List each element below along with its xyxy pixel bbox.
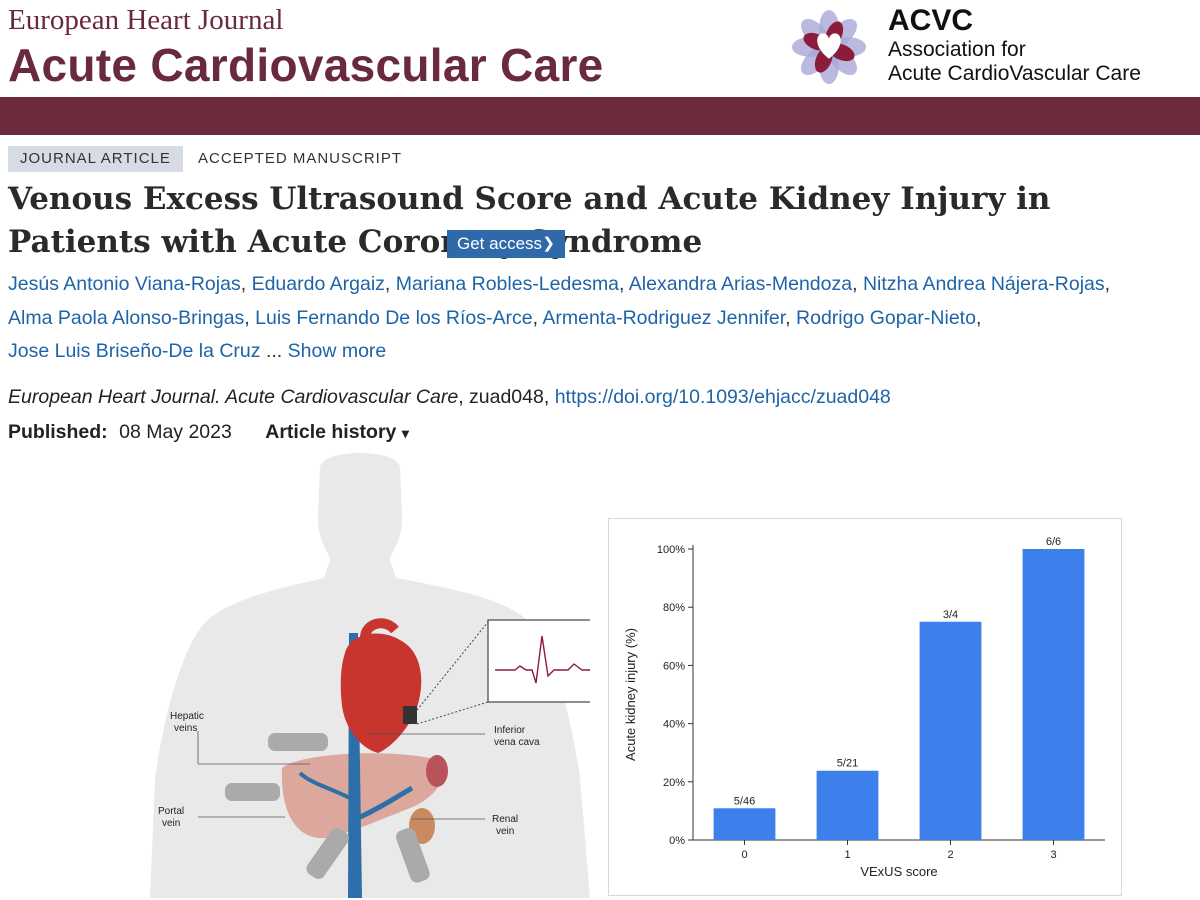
aki-chart-frame: 0% 20% 40% 60% 80% 100% 5/46 0 5/21 1 3/4 2 6/6 3 VExU… bbox=[608, 518, 1122, 896]
anatomy-illustration: Hepatic veins Portal vein Inferior vena … bbox=[150, 453, 590, 898]
renal-probe bbox=[396, 828, 430, 883]
aorta-vessel bbox=[360, 618, 399, 639]
caret-down-icon: ▾ bbox=[401, 425, 409, 441]
citation-journal: European Heart Journal. Acute Cardiovasc… bbox=[8, 386, 459, 408]
bar-data-label: 3/4 bbox=[943, 609, 958, 621]
chevron-right-icon: ❯ bbox=[542, 235, 555, 252]
get-access-label: Get access bbox=[457, 234, 543, 253]
author-link[interactable]: Rodrigo Gopar-Nieto bbox=[796, 306, 976, 329]
kidney-shape bbox=[426, 755, 448, 787]
portal-label-2: vein bbox=[162, 818, 180, 829]
author-link[interactable]: Alma Paola Alonso-Bringas bbox=[8, 306, 245, 329]
published-label: Published: bbox=[8, 421, 108, 443]
bar-data-label: 5/46 bbox=[734, 795, 755, 807]
article-type-tag: JOURNAL ARTICLE bbox=[8, 146, 183, 172]
article-title: Venous Excess Ultrasound Score and Acute… bbox=[8, 178, 1198, 264]
portal-vein-vessel bbox=[298, 771, 351, 800]
renal-vein-vessel bbox=[356, 785, 414, 821]
manuscript-status-tag: ACCEPTED MANUSCRIPT bbox=[198, 150, 403, 167]
journal-header: European Heart Journal Acute Cardiovascu… bbox=[0, 0, 1200, 98]
author-link[interactable]: Alexandra Arias-Mendoza bbox=[628, 273, 853, 295]
portal-probe bbox=[225, 783, 280, 801]
citation-id: , zuad048, bbox=[458, 386, 555, 408]
article-history-label: Article history bbox=[265, 421, 397, 443]
hepatic-label-2: veins bbox=[174, 723, 197, 734]
association-name-line2: Acute CardioVascular Care bbox=[888, 62, 1141, 85]
y-tick-label: 0% bbox=[669, 835, 685, 847]
y-tick-label: 40% bbox=[663, 719, 685, 731]
y-tick-label: 100% bbox=[657, 544, 685, 556]
bar bbox=[1022, 549, 1085, 840]
y-tick-label: 80% bbox=[663, 602, 685, 614]
portal-label-1: Portal bbox=[158, 806, 184, 817]
get-access-button[interactable]: Get access ❯ bbox=[447, 230, 565, 258]
ecg-trace bbox=[495, 635, 590, 684]
author-ellipsis: ... bbox=[265, 340, 283, 362]
article-history-toggle[interactable]: Article history ▾ bbox=[265, 421, 409, 443]
author-link[interactable]: Nitzha Andrea Nájera-Rojas bbox=[862, 273, 1105, 295]
x-tick-label: 1 bbox=[844, 849, 850, 861]
ivc-probe bbox=[306, 827, 349, 879]
aki-bar-chart: 0% 20% 40% 60% 80% 100% 5/46 0 5/21 1 3/4 2 6/6 3 VExU… bbox=[623, 536, 1105, 879]
author-link[interactable]: Jesús Antonio Viana-Rojas bbox=[8, 273, 241, 295]
heart-probe-marker bbox=[403, 706, 417, 724]
author-link[interactable]: Armenta-Rodriguez Jennifer bbox=[542, 306, 786, 329]
show-more-link[interactable]: Show more bbox=[287, 340, 387, 362]
x-axis-title: VExUS score bbox=[860, 864, 937, 879]
author-link[interactable]: Luis Fernando De los Ríos-Arce bbox=[255, 306, 533, 329]
renal-label-1: Renal bbox=[492, 814, 518, 825]
bar bbox=[816, 770, 879, 840]
x-tick-label: 3 bbox=[1050, 849, 1056, 861]
y-axis-title: Acute kidney injury (%) bbox=[623, 628, 638, 761]
citation-line: European Heart Journal. Acute Cardiovasc… bbox=[8, 386, 891, 409]
journal-subtitle[interactable]: Acute Cardiovascular Care bbox=[8, 39, 604, 91]
bar-data-label: 5/21 bbox=[837, 758, 858, 770]
x-tick-label: 2 bbox=[947, 849, 953, 861]
heart-shape bbox=[340, 633, 422, 753]
published-row: Published: 08 May 2023 Article history ▾ bbox=[8, 421, 409, 444]
y-tick-label: 60% bbox=[663, 660, 685, 672]
bar bbox=[919, 621, 982, 840]
bar-data-label: 6/6 bbox=[1046, 536, 1061, 548]
hepatic-probe bbox=[268, 733, 328, 751]
renal-label-2: vein bbox=[496, 826, 514, 837]
journal-name[interactable]: European Heart Journal bbox=[8, 4, 284, 36]
published-date: 08 May 2023 bbox=[119, 421, 232, 443]
author-link[interactable]: Eduardo Argaiz bbox=[251, 273, 385, 295]
doi-link[interactable]: https://doi.org/10.1093/ehjacc/zuad048 bbox=[554, 386, 891, 408]
association-name-line1: Association for bbox=[888, 38, 1026, 61]
acvc-logo-icon[interactable] bbox=[790, 8, 868, 86]
brand-band bbox=[0, 97, 1200, 135]
article-title-text: Venous Excess Ultrasound Score and Acute… bbox=[8, 181, 1051, 260]
x-tick-label: 0 bbox=[741, 849, 747, 861]
author-link[interactable]: Mariana Robles-Ledesma bbox=[395, 273, 620, 295]
y-tick-label: 20% bbox=[663, 777, 685, 789]
ivc-label-1: Inferior bbox=[494, 725, 526, 736]
liver-shape bbox=[281, 753, 444, 839]
author-list: Jesús Antonio Viana-Rojas, Eduardo Argai… bbox=[8, 273, 1111, 362]
bar bbox=[713, 808, 776, 840]
ivc-label-2: vena cava bbox=[494, 737, 540, 748]
hepatic-label-1: Hepatic bbox=[170, 711, 204, 722]
author-link[interactable]: Jose Luis Briseño-De la Cruz bbox=[8, 340, 261, 362]
association-acronym: ACVC bbox=[888, 4, 974, 37]
